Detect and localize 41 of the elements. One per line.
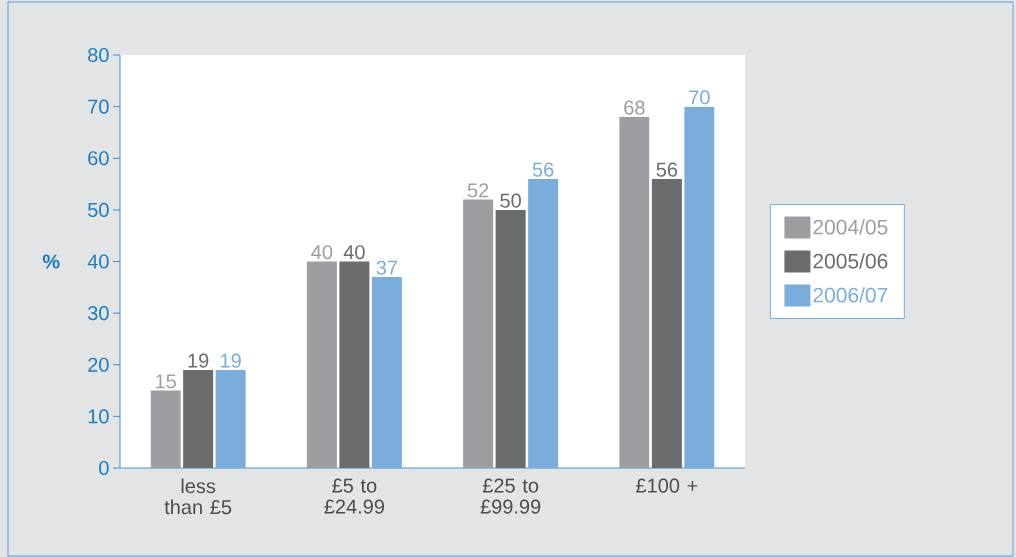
y-tick-label: 0: [99, 460, 109, 476]
y-tick-label: 10: [88, 409, 109, 424]
y-tick-label: 50: [88, 202, 109, 217]
data-label: 37: [376, 260, 397, 275]
bar: [619, 116, 650, 468]
data-label: 50: [500, 193, 521, 208]
data-label: 68: [624, 100, 645, 115]
legend-label: 2004/05: [813, 219, 888, 235]
x-tick-label: less than £5: [164, 478, 232, 515]
y-tick-label: 80: [88, 47, 109, 63]
x-tick-label: £5 to £24.99: [324, 478, 385, 514]
data-label: 56: [656, 162, 678, 177]
data-label: 19: [221, 353, 241, 368]
bar: [150, 390, 181, 468]
legend-label: 2005/06: [813, 253, 888, 269]
x-tick-label: £25 to £99.99: [480, 478, 541, 514]
data-label: 40: [343, 245, 365, 260]
data-label: 70: [689, 90, 710, 105]
bar: [495, 209, 526, 468]
bar: [684, 106, 715, 468]
bar: [651, 178, 682, 468]
bar: [463, 199, 494, 468]
legend-label: 2006/07: [813, 287, 888, 303]
bar: [183, 369, 214, 468]
data-label: 56: [532, 162, 554, 177]
data-label: 15: [156, 374, 176, 389]
x-tick-label: £100 +: [636, 478, 698, 493]
data-label: 40: [311, 245, 333, 260]
y-axis-title: %: [42, 254, 60, 269]
y-tick-label: 60: [88, 151, 109, 166]
bar: [339, 261, 370, 468]
y-tick-label: 70: [88, 99, 109, 114]
bar: [371, 276, 402, 468]
bar: [215, 369, 246, 468]
y-tick-label: 40: [87, 254, 109, 269]
y-tick-label: 20: [88, 357, 109, 372]
bar: [528, 178, 559, 468]
y-tick-label: 30: [87, 306, 109, 321]
data-label: 19: [188, 353, 209, 368]
bar: [306, 261, 337, 468]
data-label: 52: [467, 183, 489, 198]
